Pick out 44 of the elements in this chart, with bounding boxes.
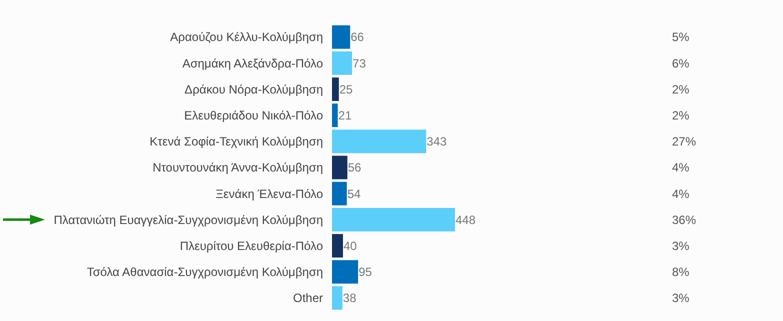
bar — [332, 208, 455, 232]
text: 5% — [672, 30, 690, 44]
y-tick-label: Ξενάκη Έλενα-Πόλο — [216, 186, 324, 201]
text: 2% — [672, 82, 690, 96]
text: 4% — [672, 186, 690, 201]
y-tick-label: Τσόλα Αθανασία-Συγχρονισμένη Κολύμβηση — [86, 265, 323, 280]
y-tick-label: Δράκου Νόρα-Κολύμβηση — [184, 82, 323, 96]
y-tick-label: Κτενά Σοφία-Τεχνική Κολύμβηση — [150, 134, 323, 149]
data-label: 343 — [426, 134, 448, 149]
bar — [332, 130, 426, 154]
text: 3% — [672, 238, 690, 253]
data-label: 40 — [343, 238, 358, 253]
text: 4% — [672, 160, 690, 175]
y-tick-label: Ασημάκη Αλεξάνδρα-Πόλο — [182, 56, 324, 70]
data-label: 66 — [350, 30, 364, 44]
bar — [332, 260, 358, 284]
text: 2% — [672, 108, 690, 123]
bar — [332, 51, 352, 75]
y-tick-label: Other — [292, 291, 323, 306]
data-label: 95 — [358, 265, 372, 280]
data-label: 56 — [348, 160, 362, 175]
text: 36% — [672, 212, 696, 227]
y-tick-label: Πλευρίτου Ελευθερία-Πόλο — [180, 238, 324, 253]
y-tick-label: Ελευθεριάδου Νικόλ-Πόλο — [184, 108, 324, 123]
y-tick-label: Αραούζου Κέλλυ-Κολύμβηση — [170, 30, 323, 44]
y-tick-label: Πλατανιώτη Ευαγγελία-Συγχρονισμένη Κολύμβηση — [54, 212, 323, 227]
bar — [332, 156, 348, 180]
data-label: 21 — [338, 108, 352, 123]
text: 6% — [672, 56, 690, 70]
text: 8% — [672, 265, 690, 280]
bar — [332, 182, 347, 206]
data-label: 54 — [347, 186, 361, 201]
data-label: 73 — [352, 56, 366, 70]
bar — [332, 104, 338, 128]
y-tick-label: Ντουντουνάκη Άννα-Κολύμβηση — [152, 160, 323, 175]
data-label: 448 — [456, 212, 476, 227]
data-label: 38 — [342, 291, 357, 306]
data-label: 25 — [339, 82, 354, 96]
bar — [332, 286, 342, 310]
text: 3% — [672, 291, 690, 306]
bar — [332, 25, 350, 49]
bar — [332, 77, 339, 101]
text: 27% — [672, 134, 696, 149]
bar — [332, 234, 343, 258]
